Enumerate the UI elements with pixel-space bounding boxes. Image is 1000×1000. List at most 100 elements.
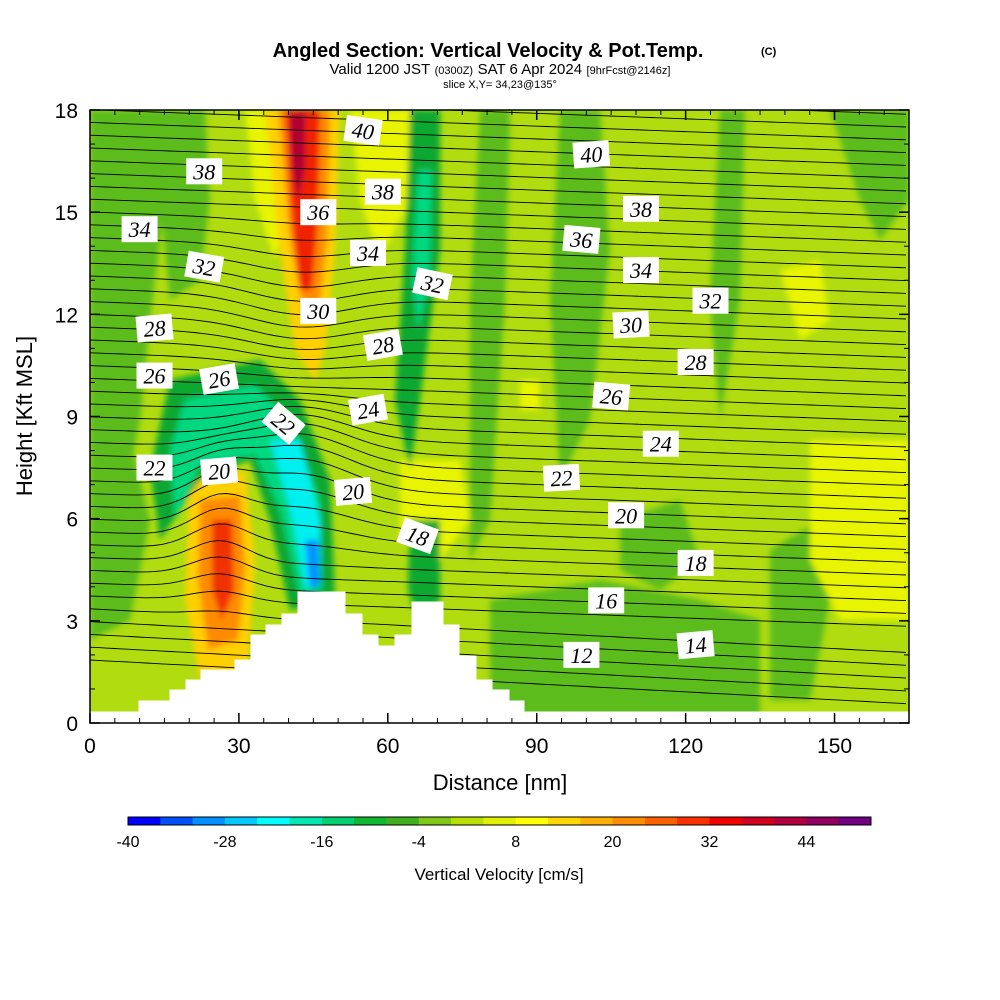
contour-label-text: 16 (595, 588, 617, 613)
theta-contour (90, 110, 907, 141)
theta-contour (90, 301, 907, 333)
contour-label: 38 (186, 158, 223, 185)
contour-label-box (200, 456, 239, 486)
contour-label: 26 (136, 362, 173, 389)
theta-contour (90, 556, 907, 602)
contour-label: 34 (623, 257, 659, 284)
y-tick-label: 15 (55, 202, 78, 225)
theta-contour (90, 326, 907, 358)
colorbar-segment (580, 817, 614, 825)
contour-label: 40 (572, 140, 611, 169)
contour-label: 20 (200, 456, 239, 486)
contour-label-box (334, 476, 373, 506)
contour-label-text: 26 (599, 383, 623, 410)
colorbar-segment (741, 817, 775, 825)
colorbar-tick-label: 32 (701, 834, 719, 851)
contour-label-box (396, 517, 439, 555)
velocity-region (212, 520, 234, 620)
contour-label-box (572, 140, 611, 169)
theta-contour (90, 185, 907, 218)
contour-label-text: 34 (356, 241, 379, 266)
contour-label-box (261, 401, 306, 445)
contour-label-box (542, 463, 581, 492)
velocity-region (780, 260, 830, 340)
contour-label-text: 24 (355, 396, 381, 424)
contour-label: 32 (692, 287, 729, 314)
velocity-region (710, 110, 745, 420)
contour-label-box (562, 224, 601, 254)
colorbar-segment (160, 817, 194, 825)
x-tick-label: 60 (376, 735, 399, 758)
contour-label-text: 26 (144, 364, 166, 389)
contour-label-text: 28 (370, 331, 396, 359)
contour-label-text: 22 (550, 465, 573, 491)
velocity-region (550, 110, 610, 480)
colorbar-label: Vertical Velocity [cm/s] (414, 865, 583, 884)
theta-contour (90, 352, 907, 384)
contour-label-text: 38 (192, 159, 215, 184)
x-tick-label: 90 (525, 735, 548, 758)
colorbar-tick-label: 8 (511, 834, 520, 851)
contour-label-text: 14 (684, 632, 708, 659)
chart-header: Angled Section: Vertical Velocity & Pot.… (273, 40, 777, 91)
colorbar-segment (224, 817, 258, 825)
theta-contour (90, 621, 907, 666)
contour-label: 18 (677, 549, 714, 576)
colorbar-segment (644, 817, 678, 825)
colorbar-segment (418, 817, 452, 825)
y-axis-label: Height [Kft MSL] (12, 336, 37, 496)
contour-label-text: 20 (341, 478, 365, 505)
velocity-region (470, 110, 510, 560)
contour-label: 36 (300, 199, 337, 226)
contour-label: 28 (135, 313, 174, 343)
velocity-region (830, 110, 909, 240)
theta-contour (90, 211, 907, 243)
theta-contour (90, 262, 907, 294)
contour-label-box (623, 195, 659, 222)
contour-label-box (677, 349, 714, 375)
contour-label-box (350, 240, 386, 266)
contour-label-text: 32 (190, 253, 217, 282)
colorbar-tick-label: 44 (797, 834, 815, 851)
theta-contour (90, 288, 907, 320)
theta-contour (90, 433, 907, 486)
contour-label-text: 34 (629, 258, 652, 283)
theta-contour (90, 507, 907, 563)
chart-title-unit: (C) (761, 46, 777, 58)
contour-label: 30 (612, 310, 650, 339)
contour-label: 34 (121, 216, 158, 243)
contour-label-box (623, 257, 659, 284)
contour-label-box (692, 287, 729, 314)
contour-label-text: 26 (206, 365, 232, 393)
contour-label-text: 12 (570, 643, 592, 668)
theta-contour (90, 398, 907, 435)
x-tick-label: 150 (817, 735, 852, 758)
colorbar-segment (289, 817, 323, 825)
contour-label: 26 (592, 381, 631, 411)
colorbar-segment (677, 817, 710, 825)
contour-label-text: 38 (629, 197, 652, 222)
theta-contour (90, 339, 907, 371)
contour-label-text: 34 (128, 217, 151, 242)
contour-label-box (300, 297, 337, 324)
colorbar-segment (321, 817, 355, 825)
colorbar-segment (257, 817, 291, 825)
theta-contour (90, 275, 907, 307)
contour-label-text: 40 (350, 117, 375, 145)
contour-label-text: 22 (144, 456, 166, 481)
contour-label-box (121, 216, 158, 243)
contour-labels: 40 40 38 38 38 36 36 34 34 34 32 32 32 30 30 28 28 28 26 26… (121, 115, 729, 668)
contour-label-text: 20 (615, 503, 637, 528)
contour-label-box (343, 115, 383, 146)
colorbar: -40 -28 -16 -4 8 20 32 44 (116, 816, 872, 851)
terrain (90, 591, 909, 723)
contour-label-box (362, 329, 403, 361)
contour-label-text: 30 (306, 299, 329, 324)
contour-label-box (642, 430, 679, 457)
contour-label: 14 (676, 630, 715, 660)
contour-label-text: 30 (618, 312, 642, 338)
contour-label: 32 (184, 250, 225, 283)
contour-label-box (186, 158, 223, 185)
y-tick-label: 12 (55, 304, 78, 327)
